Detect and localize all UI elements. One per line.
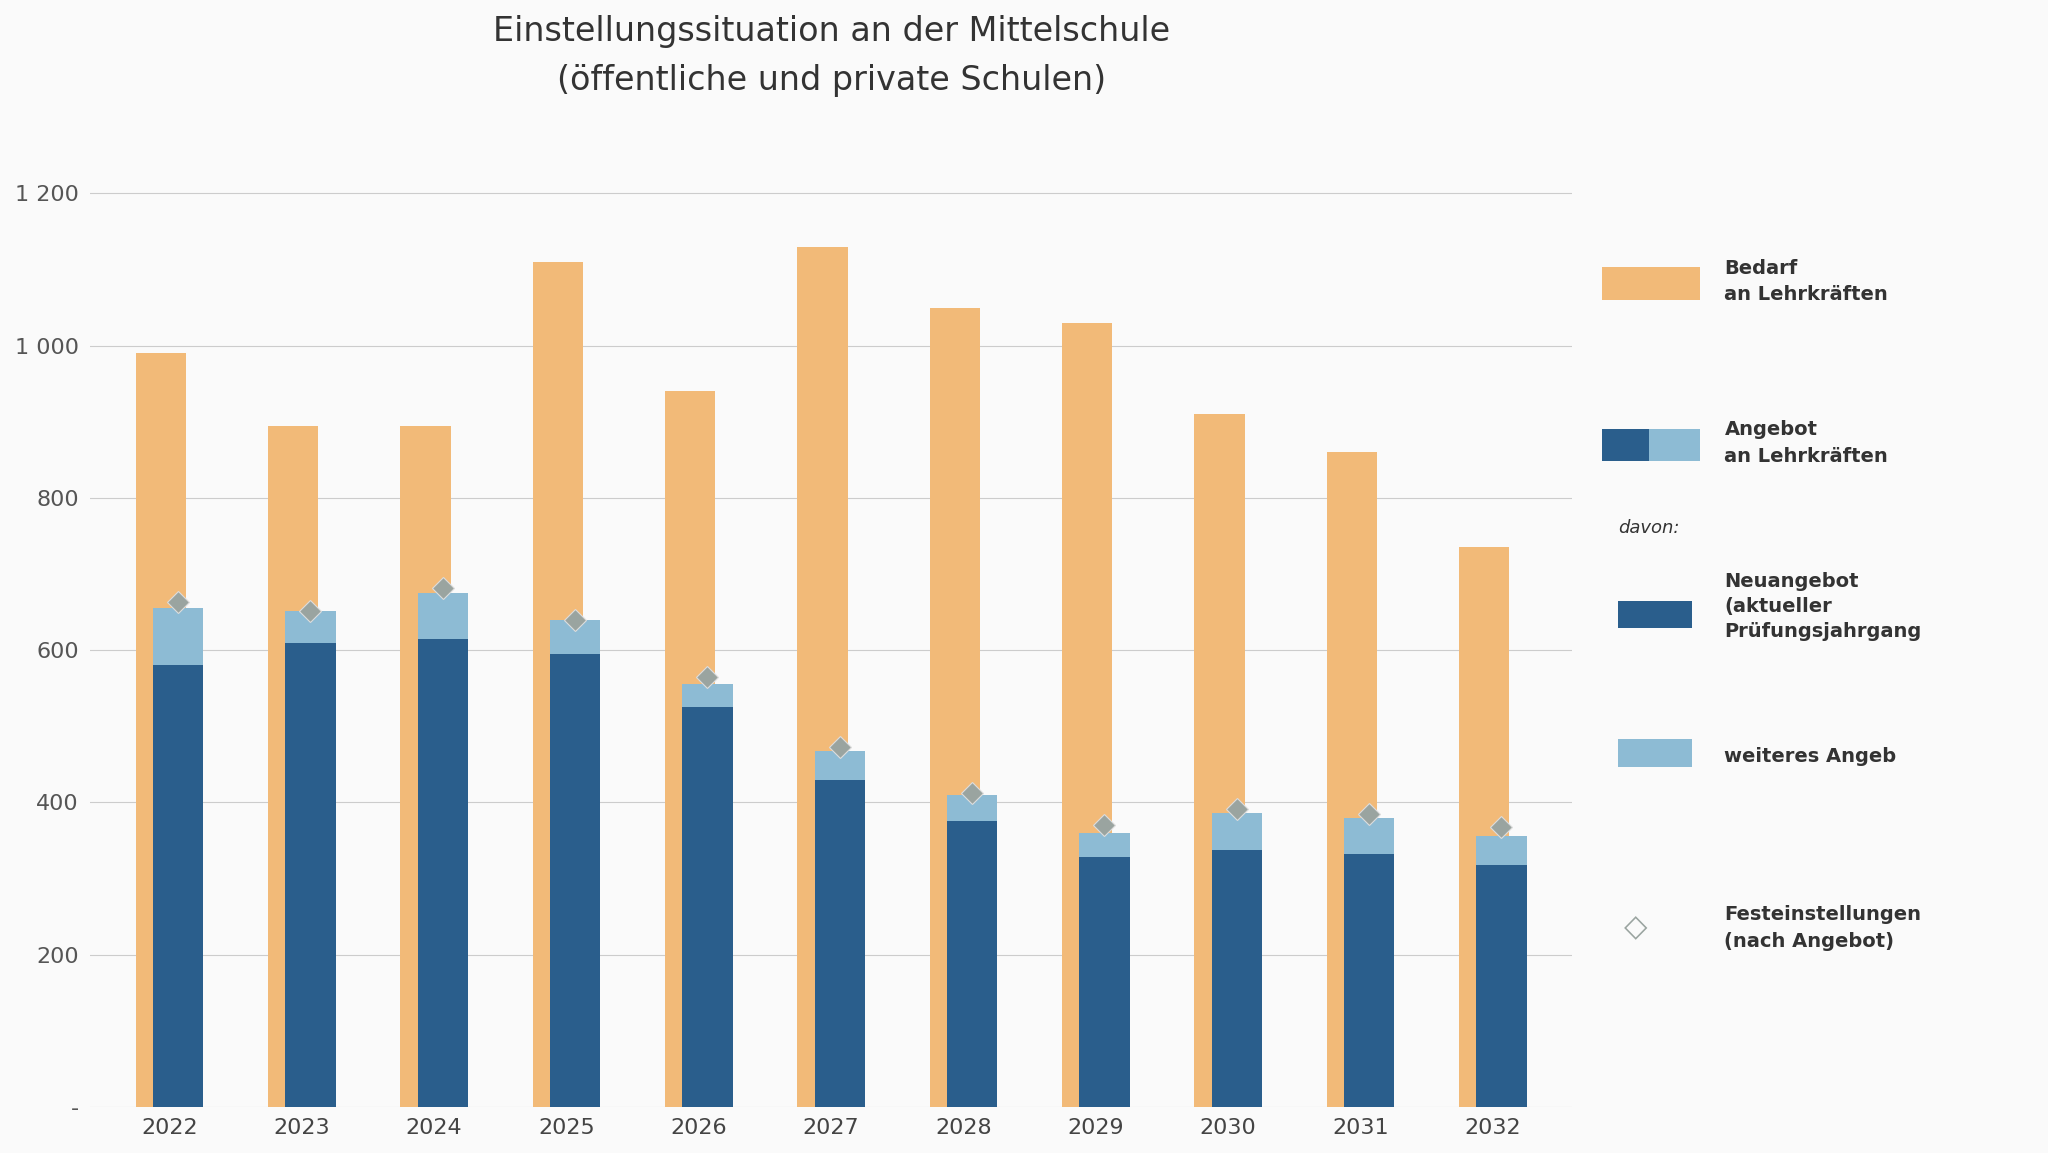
Bar (682, 685, 733, 1107)
Bar (1458, 548, 1509, 1107)
Bar (285, 642, 336, 1107)
Bar (815, 751, 864, 1107)
Bar (418, 593, 467, 1107)
Text: ◇: ◇ (1624, 913, 1649, 943)
Text: weiteres Angeb: weiteres Angeb (1724, 747, 1896, 766)
Bar (797, 247, 848, 1107)
Bar (154, 609, 203, 1107)
Bar (1327, 452, 1376, 1107)
Bar (401, 425, 451, 1107)
Text: Neuangebot
(aktueller
Prüfungsjahrgang: Neuangebot (aktueller Prüfungsjahrgang (1724, 572, 1921, 641)
Bar (815, 779, 864, 1107)
Title: Einstellungssituation an der Mittelschule
(öffentliche und private Schulen): Einstellungssituation an der Mittelschul… (494, 15, 1169, 97)
Bar (1343, 817, 1395, 1107)
Bar (1079, 857, 1130, 1107)
Bar (1477, 836, 1526, 1107)
Bar (1212, 850, 1262, 1107)
Text: Bedarf
an Lehrkräften: Bedarf an Lehrkräften (1724, 258, 1888, 304)
Bar (682, 707, 733, 1107)
Bar (154, 665, 203, 1107)
Bar (946, 794, 997, 1107)
Bar (285, 611, 336, 1107)
Bar (1477, 865, 1526, 1107)
Bar (666, 391, 715, 1107)
Bar (1212, 813, 1262, 1107)
Bar (551, 620, 600, 1107)
Bar (1194, 414, 1245, 1107)
Text: Festeinstellungen
(nach Angebot): Festeinstellungen (nach Angebot) (1724, 905, 1921, 951)
Bar (268, 425, 317, 1107)
Bar (1079, 832, 1130, 1107)
Bar (551, 654, 600, 1107)
Text: davon:: davon: (1618, 519, 1679, 537)
Bar (946, 821, 997, 1107)
Text: Angebot
an Lehrkräften: Angebot an Lehrkräften (1724, 420, 1888, 466)
Bar (1063, 323, 1112, 1107)
Bar (930, 308, 981, 1107)
Bar (1343, 854, 1395, 1107)
Bar (135, 353, 186, 1107)
Bar (418, 639, 467, 1107)
Bar (532, 262, 584, 1107)
